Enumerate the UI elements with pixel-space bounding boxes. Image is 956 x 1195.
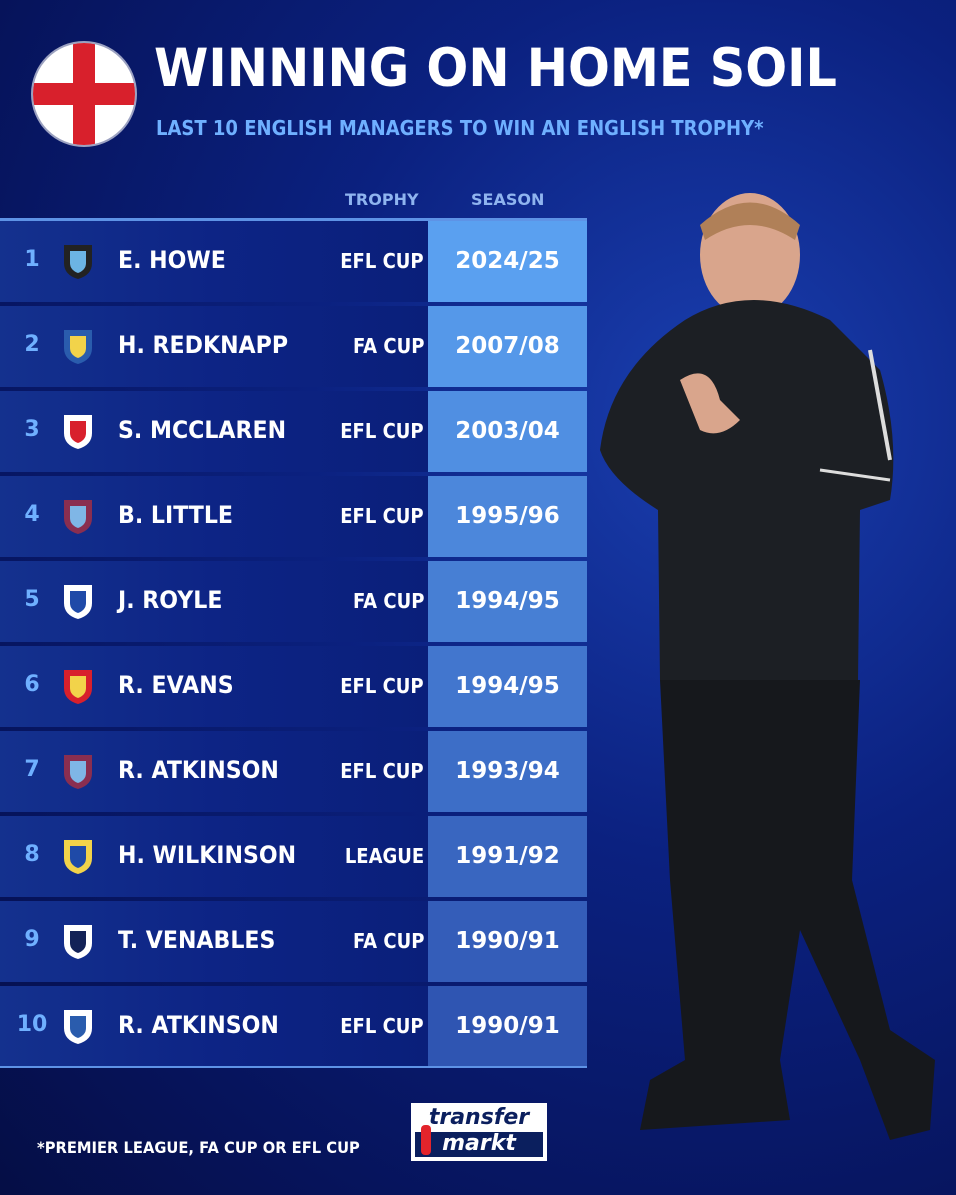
rank: 4 bbox=[24, 502, 40, 527]
rank: 8 bbox=[24, 842, 40, 867]
rank: 1 bbox=[24, 247, 40, 272]
footnote: *PREMIER LEAGUE, FA CUP OR EFL CUP bbox=[37, 1138, 360, 1157]
trophy: EFL CUP bbox=[340, 759, 424, 783]
season: 1990/91 bbox=[428, 901, 587, 982]
rank: 10 bbox=[16, 1012, 48, 1037]
table-row: 6 R. EVANS EFL CUP 1994/95 bbox=[0, 646, 587, 727]
season: 2007/08 bbox=[428, 306, 587, 387]
table-row: 7 R. ATKINSON EFL CUP 1993/94 bbox=[0, 731, 587, 812]
rank: 7 bbox=[24, 757, 40, 782]
table-row: 9 T. VENABLES FA CUP 1990/91 bbox=[0, 901, 587, 982]
trophy: EFL CUP bbox=[340, 419, 424, 443]
table-row: 4 B. LITTLE EFL CUP 1995/96 bbox=[0, 476, 587, 557]
player-figure-icon bbox=[421, 1125, 431, 1155]
transfermarkt-logo: transfer markt bbox=[411, 1103, 547, 1161]
manager-name: E. HOWE bbox=[118, 246, 226, 274]
manager-name: S. MCCLAREN bbox=[118, 416, 287, 444]
tottenham-crest-icon bbox=[64, 925, 92, 959]
page-subtitle: LAST 10 ENGLISH MANAGERS TO WIN AN ENGLI… bbox=[156, 116, 764, 140]
season: 2024/25 bbox=[428, 221, 587, 302]
column-header-season: SEASON bbox=[471, 190, 545, 209]
table-row: 3 S. MCCLAREN EFL CUP 2003/04 bbox=[0, 391, 587, 472]
trophy: EFL CUP bbox=[340, 674, 424, 698]
column-header-trophy: TROPHY bbox=[345, 190, 419, 209]
aston-villa-crest-icon bbox=[64, 500, 92, 534]
trophy: FA CUP bbox=[352, 334, 424, 358]
divider bbox=[0, 218, 587, 221]
rank: 9 bbox=[24, 927, 40, 952]
table-row: 1 E. HOWE EFL CUP 2024/25 bbox=[0, 221, 587, 302]
trophy: EFL CUP bbox=[340, 1014, 424, 1038]
season: 1990/91 bbox=[428, 986, 587, 1067]
liverpool-crest-icon bbox=[64, 670, 92, 704]
trophy: FA CUP bbox=[352, 589, 424, 613]
england-flag-icon bbox=[33, 43, 135, 145]
season: 1993/94 bbox=[428, 731, 587, 812]
manager-name: H. WILKINSON bbox=[118, 841, 297, 869]
table-row: 2 H. REDKNAPP FA CUP 2007/08 bbox=[0, 306, 587, 387]
everton-crest-icon bbox=[64, 585, 92, 619]
divider bbox=[0, 1066, 587, 1068]
trophy: EFL CUP bbox=[340, 504, 424, 528]
newcastle-crest-icon bbox=[64, 245, 92, 279]
leeds-crest-icon bbox=[64, 840, 92, 874]
aston-villa-crest-icon bbox=[64, 755, 92, 789]
season: 1991/92 bbox=[428, 816, 587, 897]
season: 1995/96 bbox=[428, 476, 587, 557]
rank: 6 bbox=[24, 672, 40, 697]
trophy: FA CUP bbox=[352, 929, 424, 953]
season: 1994/95 bbox=[428, 646, 587, 727]
trophy: LEAGUE bbox=[344, 844, 424, 868]
manager-name: R. EVANS bbox=[118, 671, 234, 699]
manager-name: J. ROYLE bbox=[118, 586, 223, 614]
manager-name: R. ATKINSON bbox=[118, 1011, 279, 1039]
manager-photo bbox=[600, 193, 935, 1140]
season: 2003/04 bbox=[428, 391, 587, 472]
portsmouth-crest-icon bbox=[64, 330, 92, 364]
manager-name: B. LITTLE bbox=[118, 501, 233, 529]
page-title: WINNING ON HOME SOIL bbox=[154, 38, 837, 99]
trophy: EFL CUP bbox=[340, 249, 424, 273]
manager-name: T. VENABLES bbox=[118, 926, 276, 954]
table-row: 5 J. ROYLE FA CUP 1994/95 bbox=[0, 561, 587, 642]
manager-name: H. REDKNAPP bbox=[118, 331, 289, 359]
rank: 3 bbox=[24, 417, 40, 442]
table-row: 8 H. WILKINSON LEAGUE 1991/92 bbox=[0, 816, 587, 897]
rank: 5 bbox=[24, 587, 40, 612]
season: 1994/95 bbox=[428, 561, 587, 642]
sheffield-wednesday-crest-icon bbox=[64, 1010, 92, 1044]
middlesbrough-crest-icon bbox=[64, 415, 92, 449]
table-row: 10 R. ATKINSON EFL CUP 1990/91 bbox=[0, 986, 587, 1067]
manager-name: R. ATKINSON bbox=[118, 756, 279, 784]
rank: 2 bbox=[24, 332, 40, 357]
